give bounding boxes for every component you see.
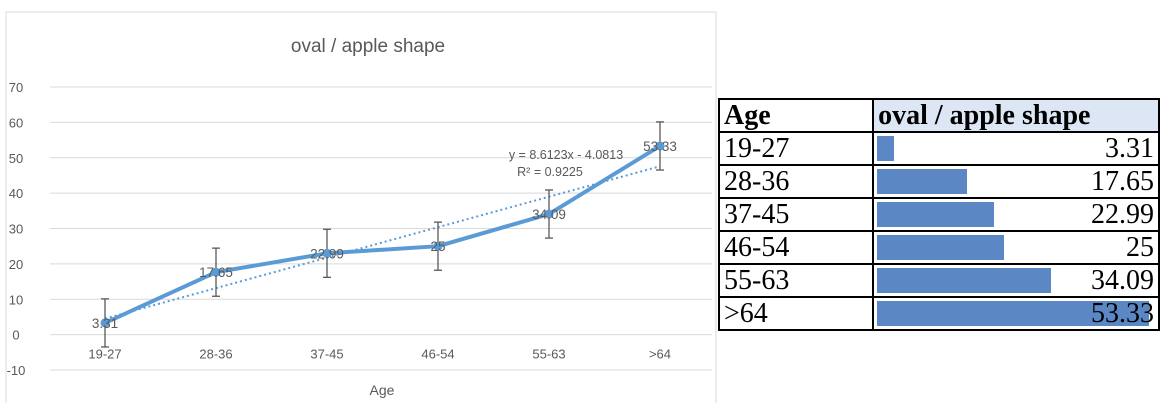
table-row: 55-63 34.09	[717, 263, 1160, 298]
data-point	[544, 209, 554, 219]
x-axis-label: Age	[370, 382, 395, 398]
chart-title: oval / apple shape	[291, 36, 445, 57]
linear-trendline	[104, 165, 661, 320]
trendline-equation: y = 8.6123x - 4.0813	[509, 148, 623, 162]
y-tick-label: 40	[9, 186, 23, 201]
data-bar	[877, 169, 967, 194]
data-points	[100, 141, 665, 328]
header-oval-apple-shape: oval / apple shape	[872, 98, 1160, 133]
value-text: 34.09	[1091, 265, 1154, 296]
data-point	[322, 248, 332, 258]
value-cell: 22.99	[872, 197, 1160, 232]
y-tick-label: 50	[9, 151, 23, 166]
data-bar	[877, 136, 894, 161]
data-bar	[877, 268, 1051, 293]
data-labels: 3.31 17.65 22.99 25 34.09 53.33	[92, 139, 677, 331]
age-cell: >64	[717, 296, 875, 331]
x-tick-label: 19-27	[88, 347, 121, 362]
value-text: 22.99	[1091, 199, 1154, 230]
y-tick-label: 70	[9, 80, 23, 95]
line-chart: oval / apple shape 70 60 50 40 30 20 10 0 -10 19…	[5, 11, 717, 403]
line-chart-panel: oval / apple shape 70 60 50 40 30 20 10 0 -10 19…	[5, 11, 717, 403]
value-text: 3.31	[1105, 133, 1154, 164]
y-tick-label: 10	[9, 292, 23, 307]
trendline-r-squared: R² = 0.9225	[517, 165, 583, 179]
y-tick-label: 30	[9, 222, 23, 237]
age-cell: 55-63	[717, 263, 875, 298]
value-text: 17.65	[1091, 166, 1154, 197]
data-label: 17.65	[199, 265, 233, 280]
header-age: Age	[717, 98, 875, 133]
value-cell: 34.09	[872, 263, 1160, 298]
age-cell: 37-45	[717, 197, 875, 232]
table-row: 19-27 3.31	[717, 131, 1160, 166]
y-axis-ticks: 70 60 50 40 30 20 10 0 -10	[7, 80, 26, 378]
y-tick-label: -10	[7, 363, 26, 378]
age-cell: 46-54	[717, 230, 875, 265]
data-point	[100, 318, 110, 328]
data-point	[655, 141, 665, 151]
x-tick-label: 37-45	[310, 347, 343, 362]
x-tick-label: 28-36	[199, 347, 232, 362]
trendline-layer	[104, 165, 661, 320]
series-line-layer	[104, 144, 662, 325]
table-row: >64 53.33	[717, 296, 1160, 331]
data-label: 3.31	[92, 316, 118, 331]
value-cell: 53.33	[872, 296, 1160, 331]
data-label: 53.33	[643, 139, 677, 154]
y-tick-label: 20	[9, 257, 23, 272]
data-bar	[877, 301, 1149, 326]
table-row: 28-36 17.65	[717, 164, 1160, 199]
value-text: 53.33	[1091, 298, 1154, 329]
data-label: 22.99	[310, 246, 344, 261]
data-label: 34.09	[532, 207, 566, 222]
table-row: 37-45 22.99	[717, 197, 1160, 232]
data-point	[433, 241, 443, 251]
series-line	[104, 144, 662, 325]
age-cell: 28-36	[717, 164, 875, 199]
x-tick-label: >64	[649, 347, 671, 362]
age-cell: 19-27	[717, 131, 875, 166]
x-tick-label: 46-54	[421, 347, 454, 362]
data-table: Age oval / apple shape 19-27 3.31 28-36 17.…	[717, 98, 1160, 331]
value-text: 25	[1126, 232, 1154, 263]
x-tick-label: 55-63	[532, 347, 565, 362]
data-point	[211, 267, 221, 277]
chart-border	[5, 11, 717, 403]
table-body: 19-27 3.31 28-36 17.65 37-45 22.99 46-54 25 55-6…	[717, 131, 1160, 331]
value-cell: 25	[872, 230, 1160, 265]
table-row: 46-54 25	[717, 230, 1160, 265]
x-axis-ticks: 19-27 28-36 37-45 46-54 55-63 >64	[88, 347, 671, 362]
data-bar	[877, 235, 1005, 260]
value-cell: 17.65	[872, 164, 1160, 199]
value-cell: 3.31	[872, 131, 1160, 166]
y-tick-label: 60	[9, 115, 23, 130]
data-label: 25	[430, 239, 445, 254]
y-tick-label: 0	[12, 328, 19, 343]
table-header-row: Age oval / apple shape	[717, 98, 1160, 133]
data-bar	[877, 202, 995, 227]
